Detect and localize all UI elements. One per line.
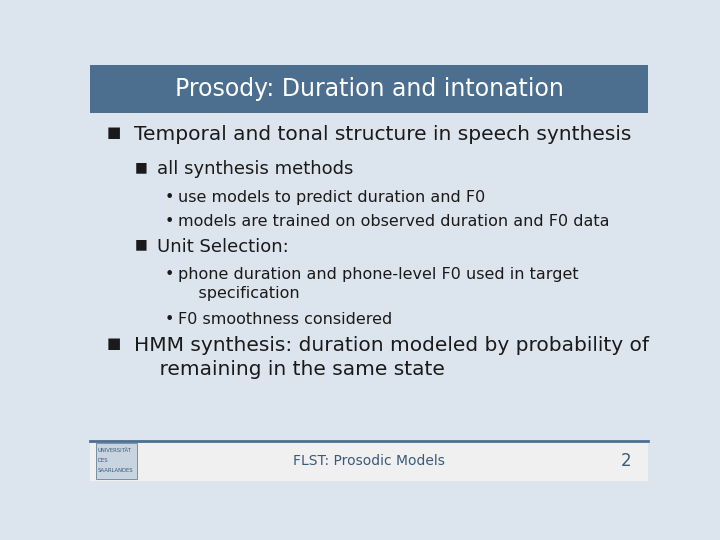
Text: all synthesis methods: all synthesis methods	[157, 160, 354, 178]
Text: Prosody: Duration and intonation: Prosody: Duration and intonation	[174, 77, 564, 100]
Text: •: •	[164, 190, 174, 205]
Text: •: •	[164, 312, 174, 327]
Text: •: •	[164, 214, 174, 228]
Text: ■: ■	[107, 336, 121, 351]
Text: models are trained on observed duration and F0 data: models are trained on observed duration …	[178, 214, 609, 228]
Text: FLST: Prosodic Models: FLST: Prosodic Models	[293, 454, 445, 468]
Text: Temporal and tonal structure in speech synthesis: Temporal and tonal structure in speech s…	[133, 125, 631, 144]
Text: ■: ■	[107, 125, 121, 140]
Text: DES: DES	[97, 458, 108, 463]
Text: use models to predict duration and F0: use models to predict duration and F0	[178, 190, 485, 205]
Text: ■: ■	[135, 160, 148, 174]
FancyBboxPatch shape	[90, 65, 648, 113]
Text: ■: ■	[135, 238, 148, 252]
Text: UNIVERSITÄT: UNIVERSITÄT	[97, 449, 131, 454]
Text: HMM synthesis: duration modeled by probability of
    remaining in the same stat: HMM synthesis: duration modeled by proba…	[133, 336, 649, 379]
FancyBboxPatch shape	[96, 443, 138, 478]
Text: phone duration and phone-level F0 used in target
    specification: phone duration and phone-level F0 used i…	[178, 267, 578, 301]
Text: F0 smoothness considered: F0 smoothness considered	[178, 312, 392, 327]
Text: SAARLANDES: SAARLANDES	[97, 468, 133, 473]
FancyBboxPatch shape	[90, 441, 648, 481]
Text: •: •	[164, 267, 174, 282]
Text: Unit Selection:: Unit Selection:	[157, 238, 289, 256]
Text: 2: 2	[621, 452, 631, 470]
